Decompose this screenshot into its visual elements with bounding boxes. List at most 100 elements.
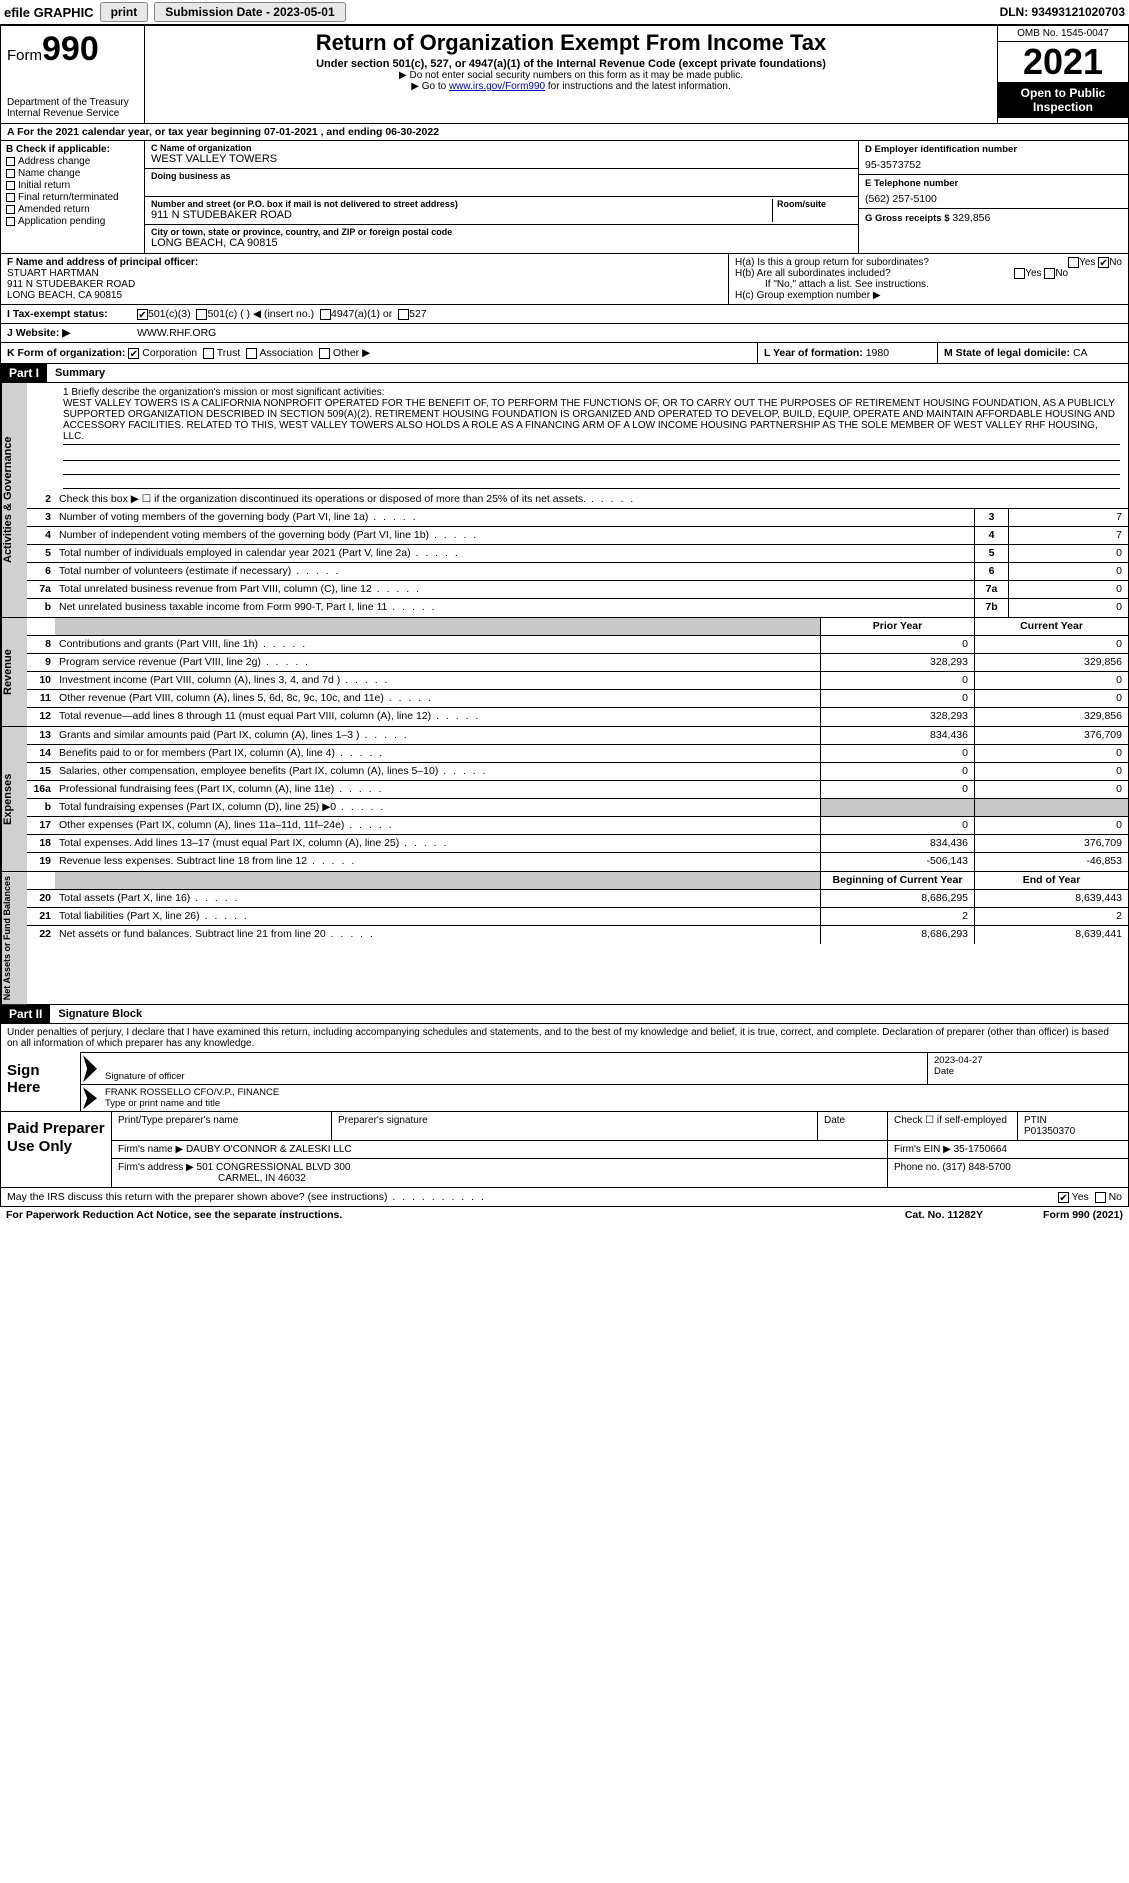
top-bar: efile GRAPHIC print Submission Date - 20… bbox=[0, 0, 1129, 25]
section-h: H(a) Is this a group return for subordin… bbox=[728, 254, 1128, 304]
rev-row: 10 Investment income (Part VIII, column … bbox=[27, 672, 1128, 690]
dba-row: Doing business as bbox=[145, 169, 858, 197]
row-text: Contributions and grants (Part VIII, lin… bbox=[55, 636, 820, 653]
4947-checkbox[interactable] bbox=[320, 309, 331, 320]
gov-row: 6 Total number of volunteers (estimate i… bbox=[27, 563, 1128, 581]
chk-address-change[interactable]: Address change bbox=[6, 156, 139, 167]
net-row: 20 Total assets (Part X, line 16) 8,686,… bbox=[27, 890, 1128, 908]
street-label: Number and street (or P.O. box if mail i… bbox=[151, 199, 772, 209]
chk-amended-return[interactable]: Amended return bbox=[6, 204, 139, 215]
preparer-fields: Print/Type preparer's name Preparer's si… bbox=[111, 1112, 1128, 1187]
header-left: Form990 Department of the Treasury Inter… bbox=[1, 26, 145, 123]
opt-corp: Corporation bbox=[142, 347, 197, 359]
prior-val: 0 bbox=[820, 672, 974, 689]
sig-date: 2023-04-27 bbox=[934, 1055, 1122, 1066]
part-i-bar: Part I Summary bbox=[0, 364, 1129, 383]
gross-value: 329,856 bbox=[952, 212, 990, 224]
chk-initial-return[interactable]: Initial return bbox=[6, 180, 139, 191]
row-box: 7a bbox=[974, 581, 1008, 598]
line-l-label: L Year of formation: bbox=[764, 347, 863, 359]
sig-officer-label: Signature of officer bbox=[105, 1071, 921, 1082]
firm-name: DAUBY O'CONNOR & ZALESKI LLC bbox=[186, 1144, 352, 1155]
k-corp-checkbox[interactable] bbox=[128, 348, 139, 359]
net-row: 21 Total liabilities (Part X, line 26) 2… bbox=[27, 908, 1128, 926]
gov-row: 7a Total unrelated business revenue from… bbox=[27, 581, 1128, 599]
gov-row: 2 Check this box ▶ ☐ if the organization… bbox=[27, 491, 1128, 509]
row-text: Total expenses. Add lines 13–17 (must eq… bbox=[55, 835, 820, 852]
eoy-val: 8,639,441 bbox=[974, 926, 1128, 944]
opt-trust: Trust bbox=[217, 347, 241, 359]
irs-link[interactable]: www.irs.gov/Form990 bbox=[449, 81, 545, 92]
street-row: Number and street (or P.O. box if mail i… bbox=[145, 197, 858, 225]
revenue-block: Revenue Prior Year Current Year8 Contrib… bbox=[0, 618, 1129, 727]
sign-here-fields: Signature of officer 2023-04-27 Date FRA… bbox=[81, 1052, 1128, 1111]
form-title: Return of Organization Exempt From Incom… bbox=[153, 30, 989, 56]
netassets-sidebar: Net Assets or Fund Balances bbox=[1, 872, 27, 1004]
501c3-checkbox[interactable] bbox=[137, 309, 148, 320]
k-trust-checkbox[interactable] bbox=[203, 348, 214, 359]
org-name: WEST VALLEY TOWERS bbox=[151, 153, 852, 165]
eoy-val: 8,639,443 bbox=[974, 890, 1128, 907]
opt-501c3: 501(c)(3) bbox=[148, 308, 191, 320]
row-text: Program service revenue (Part VIII, line… bbox=[55, 654, 820, 671]
row-val: 7 bbox=[1008, 509, 1128, 526]
pra-notice: For Paperwork Reduction Act Notice, see … bbox=[6, 1209, 905, 1221]
ptin-hdr: PTIN bbox=[1024, 1115, 1122, 1126]
ha-yes-checkbox[interactable] bbox=[1068, 257, 1079, 268]
row-text: Revenue less expenses. Subtract line 18 … bbox=[55, 853, 820, 871]
website-value: WWW.RHF.ORG bbox=[137, 327, 216, 339]
current-val: 376,709 bbox=[974, 835, 1128, 852]
row-text: Benefits paid to or for members (Part IX… bbox=[55, 745, 820, 762]
hb-yes-checkbox[interactable] bbox=[1014, 268, 1025, 279]
row-text: Number of independent voting members of … bbox=[55, 527, 974, 544]
discuss-text: May the IRS discuss this return with the… bbox=[7, 1191, 1058, 1203]
sign-here-label: Sign Here bbox=[1, 1052, 81, 1111]
prior-val: 0 bbox=[820, 636, 974, 653]
efile-label: efile GRAPHIC bbox=[4, 5, 94, 20]
row-text: Net unrelated business taxable income fr… bbox=[55, 599, 974, 617]
exp-row: 15 Salaries, other compensation, employe… bbox=[27, 763, 1128, 781]
hb-label: H(b) Are all subordinates included? bbox=[735, 268, 891, 279]
signature-block: Under penalties of perjury, I declare th… bbox=[0, 1024, 1129, 1112]
part-i-title: Summary bbox=[47, 365, 113, 381]
boy-val: 8,686,293 bbox=[820, 926, 974, 944]
line-i-tax-status: I Tax-exempt status: 501(c)(3) 501(c) ( … bbox=[0, 305, 1129, 324]
sig-intro: Under penalties of perjury, I declare th… bbox=[1, 1024, 1128, 1052]
chk-name-change[interactable]: Name change bbox=[6, 168, 139, 179]
501c-checkbox[interactable] bbox=[196, 309, 207, 320]
tel-label: E Telephone number bbox=[865, 178, 1122, 189]
row-box: 5 bbox=[974, 545, 1008, 562]
row-text: Other revenue (Part VIII, column (A), li… bbox=[55, 690, 820, 707]
row-text: Total number of volunteers (estimate if … bbox=[55, 563, 974, 580]
chk-final-return[interactable]: Final return/terminated bbox=[6, 192, 139, 203]
prior-val: -506,143 bbox=[820, 853, 974, 871]
k-other-checkbox[interactable] bbox=[319, 348, 330, 359]
current-val: 329,856 bbox=[974, 708, 1128, 726]
line-m-value: CA bbox=[1073, 347, 1088, 359]
gov-row: 3 Number of voting members of the govern… bbox=[27, 509, 1128, 527]
ein-value: 95-3573752 bbox=[865, 159, 1122, 171]
prior-year-hdr: Prior Year bbox=[820, 618, 974, 635]
row-text: Number of voting members of the governin… bbox=[55, 509, 974, 526]
prior-val: 0 bbox=[820, 781, 974, 798]
form-subtitle-2b: ▶ Go to www.irs.gov/Form990 for instruct… bbox=[153, 81, 989, 92]
ha-no-checkbox[interactable] bbox=[1098, 257, 1109, 268]
527-checkbox[interactable] bbox=[398, 309, 409, 320]
submission-date-button[interactable]: Submission Date - 2023-05-01 bbox=[154, 2, 345, 22]
row-num: b bbox=[27, 599, 55, 617]
row-text: Salaries, other compensation, employee b… bbox=[55, 763, 820, 780]
gov-row: b Net unrelated business taxable income … bbox=[27, 599, 1128, 617]
section-f-h: F Name and address of principal officer:… bbox=[0, 254, 1129, 305]
row-num: 15 bbox=[27, 763, 55, 780]
row-num: 17 bbox=[27, 817, 55, 834]
discuss-no-checkbox[interactable] bbox=[1095, 1192, 1106, 1203]
chk-application-pending[interactable]: Application pending bbox=[6, 216, 139, 227]
hb-no-checkbox[interactable] bbox=[1044, 268, 1055, 279]
print-button[interactable]: print bbox=[100, 2, 149, 22]
current-val: 329,856 bbox=[974, 654, 1128, 671]
k-assoc-checkbox[interactable] bbox=[246, 348, 257, 359]
prior-val: 328,293 bbox=[820, 708, 974, 726]
row-val: 0 bbox=[1008, 563, 1128, 580]
rev-row: 9 Program service revenue (Part VIII, li… bbox=[27, 654, 1128, 672]
discuss-yes-checkbox[interactable] bbox=[1058, 1192, 1069, 1203]
